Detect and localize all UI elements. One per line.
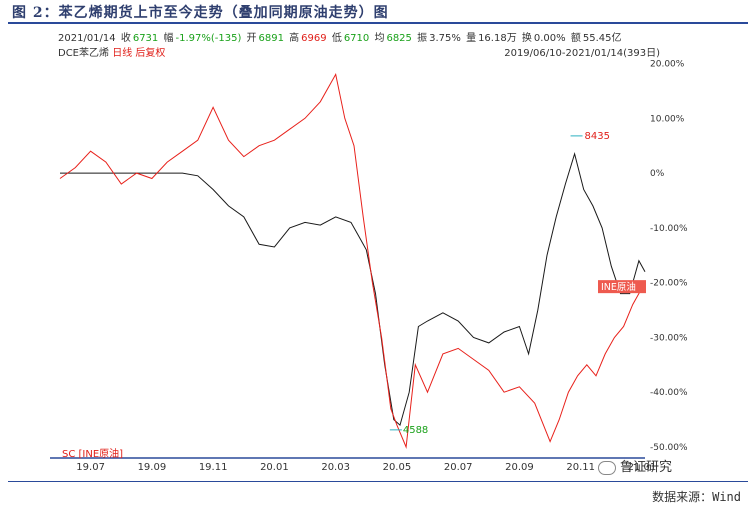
x-tick-label: 20.03 xyxy=(321,462,350,473)
open-value: 6891 xyxy=(258,33,284,44)
legend-main: DCE苯乙烯 xyxy=(58,48,110,59)
annotations: 8435 4588 INE原油 xyxy=(389,131,646,436)
change-value: -1.97%(-135) xyxy=(175,33,242,44)
x-tick-label: 20.07 xyxy=(444,462,473,473)
amt-value: 55.45亿 xyxy=(582,33,622,44)
series-lines xyxy=(59,72,646,449)
turn-value: 0.00% xyxy=(533,33,566,44)
low-marker-label: 4588 xyxy=(403,425,428,436)
bottom-rule xyxy=(8,481,748,482)
date-range: 2019/06/10-2021/01/14(393日) xyxy=(504,48,660,59)
amt-label: 额 xyxy=(570,33,581,44)
quote-bar: 2021/01/14 收 6731 幅 -1.97%(-135) 开 6891 高 69… xyxy=(58,29,624,44)
brand-logo: 鲁证研究 xyxy=(598,456,672,475)
close-value: 6731 xyxy=(132,33,159,44)
chart-legend: DCE苯乙烯 日线 后复权 xyxy=(58,44,165,59)
x-tick-label: 20.01 xyxy=(260,462,289,473)
y-tick-label: 10.00% xyxy=(650,114,685,124)
high-value: 6969 xyxy=(301,33,327,44)
low-label: 低 xyxy=(331,33,342,44)
y-tick-label: -50.00% xyxy=(650,443,688,453)
avg-label: 均 xyxy=(374,33,385,44)
y-tick-label: -10.00% xyxy=(650,224,688,234)
logo-text: 鲁证研究 xyxy=(620,460,673,475)
vol-value: 16.18万 xyxy=(478,33,517,44)
x-tick-label: 19.11 xyxy=(199,462,228,473)
avg-value: 6825 xyxy=(386,33,412,44)
x-tick-label: 21.01 xyxy=(628,462,657,473)
y-axis-ticks: 20.00% 10.00% 0% -10.00% -20.00% -30.00% -40.0… xyxy=(650,59,688,453)
y-tick-label: 20.00% xyxy=(650,59,685,69)
source-note: 数据来源：Wind xyxy=(652,490,741,504)
y-tick-label: -40.00% xyxy=(650,388,688,398)
figure-title: 图 2：苯乙烯期货上市至今走势（叠加同期原油走势）图 xyxy=(12,5,389,21)
high-label: 高 xyxy=(289,33,300,44)
vol-label: 量 xyxy=(466,33,477,44)
quote-date: 2021/01/14 xyxy=(58,33,116,44)
legend-line: 日线 xyxy=(112,48,133,59)
y-tick-label: 0% xyxy=(650,169,665,179)
turn-label: 换 xyxy=(521,33,532,44)
legend-adj: 后复权 xyxy=(135,48,166,59)
crude-tag-label: INE原油 xyxy=(601,281,636,293)
x-tick-label: 20.11 xyxy=(566,462,595,473)
amp-label: 振 xyxy=(417,33,428,44)
close-label: 收 xyxy=(120,33,131,44)
x-tick-label: 20.09 xyxy=(505,462,534,473)
x-tick-label: 19.09 xyxy=(138,462,167,473)
overlay-legend: SC [INE原油] xyxy=(62,449,124,460)
open-label: 开 xyxy=(246,33,257,44)
x-tick-label: 20.05 xyxy=(383,462,412,473)
change-label: 幅 xyxy=(163,33,174,44)
crude-tag xyxy=(598,280,646,294)
amp-value: 3.75% xyxy=(429,33,461,44)
y-tick-label: -20.00% xyxy=(650,279,688,289)
wechat-icon xyxy=(598,460,616,475)
title-rule xyxy=(8,22,748,24)
series-line-1 xyxy=(59,72,643,449)
low-value: 6710 xyxy=(343,33,370,44)
x-tick-label: 19.07 xyxy=(76,462,105,473)
x-axis-ticks: 19.07 19.09 19.11 20.01 20.03 20.05 20.07 20.09… xyxy=(76,462,656,473)
y-tick-label: -30.00% xyxy=(650,333,688,343)
series-line-0 xyxy=(60,152,646,427)
high-marker-label: 8435 xyxy=(585,131,610,142)
